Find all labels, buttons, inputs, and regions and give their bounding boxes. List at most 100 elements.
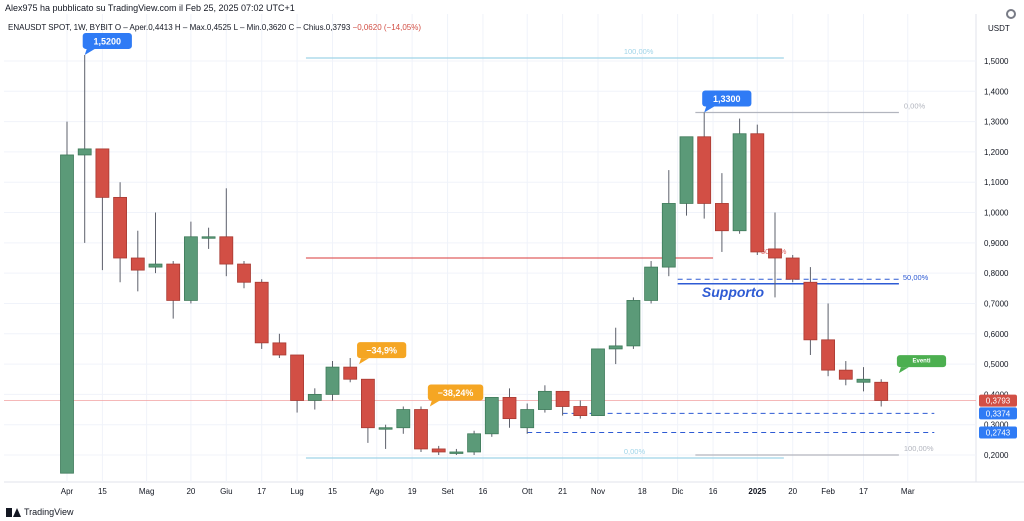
annotation-box[interactable] xyxy=(357,342,407,359)
candle-up[interactable] xyxy=(396,409,411,429)
candle-up[interactable] xyxy=(449,451,464,454)
y-tick-label: 0,2000 xyxy=(984,451,1009,460)
x-tick-label: 19 xyxy=(408,487,417,496)
level-label: 0,00% xyxy=(904,102,926,111)
level-label: 50,00% xyxy=(903,273,929,282)
y-tick-label: 0,3000 xyxy=(984,421,1009,430)
candle-up[interactable] xyxy=(325,366,340,395)
candle-down[interactable] xyxy=(272,342,287,356)
annotation-text: Eventi xyxy=(912,359,930,365)
x-tick-label: Nov xyxy=(591,487,605,496)
annotation-box[interactable] xyxy=(82,32,132,49)
candle-down[interactable] xyxy=(343,366,358,380)
candle-up[interactable] xyxy=(60,154,74,474)
y-tick-label: 1,4000 xyxy=(984,87,1009,96)
ohlc-legend: ENAUSDT SPOT, 1W, BYBIT O – Aper.0,4413 … xyxy=(8,23,421,32)
x-tick-label: Dic xyxy=(672,487,684,496)
y-tick-label: 1,3000 xyxy=(984,118,1009,127)
candle-up[interactable] xyxy=(732,133,747,232)
x-tick-label: Giu xyxy=(220,487,232,496)
candle-down[interactable] xyxy=(113,196,127,259)
x-tick-label: 21 xyxy=(558,487,567,496)
candle-down[interactable] xyxy=(697,136,712,204)
candle-down[interactable] xyxy=(254,281,269,344)
publisher-line: Alex975 ha pubblicato su TradingView.com… xyxy=(5,3,295,13)
candle-down[interactable] xyxy=(750,133,765,253)
candle-up[interactable] xyxy=(538,390,552,410)
candle-up[interactable] xyxy=(626,300,641,347)
x-tick-label: 20 xyxy=(186,487,195,496)
candle-down[interactable] xyxy=(290,354,305,401)
support-annotation: Supporto xyxy=(702,284,765,300)
candle-up[interactable] xyxy=(201,236,216,239)
candle-down[interactable] xyxy=(95,148,110,198)
annotation-pointer xyxy=(359,358,370,365)
footer-brand[interactable]: TradingView xyxy=(6,507,74,517)
candle-up[interactable] xyxy=(608,345,623,350)
x-tick-label: Mar xyxy=(901,487,915,496)
x-tick-label: 17 xyxy=(257,487,266,496)
candle-down[interactable] xyxy=(414,409,428,450)
candle-down[interactable] xyxy=(360,378,375,429)
x-tick-label: 20 xyxy=(788,487,797,496)
x-tick-label: Lug xyxy=(290,487,303,496)
candle-down[interactable] xyxy=(715,203,729,232)
candle-up[interactable] xyxy=(661,203,676,268)
candle-down[interactable] xyxy=(502,397,517,420)
candle-up[interactable] xyxy=(856,378,871,383)
y-tick-label: 0,8000 xyxy=(984,269,1009,278)
x-tick-label: 18 xyxy=(638,487,647,496)
candle-up[interactable] xyxy=(307,393,322,401)
legend-symbol: ENAUSDT SPOT, 1W, BYBIT xyxy=(8,23,113,32)
candle-down[interactable] xyxy=(874,381,889,401)
annotation-box[interactable] xyxy=(896,355,947,368)
candle-down[interactable] xyxy=(237,263,251,283)
candle-up[interactable] xyxy=(148,263,163,268)
annotation-pointer xyxy=(84,48,95,55)
y-tick-label: 1,2000 xyxy=(984,148,1009,157)
x-tick-label: 15 xyxy=(98,487,107,496)
candle-down[interactable] xyxy=(785,257,800,280)
candle-down[interactable] xyxy=(555,390,570,407)
candle-up[interactable] xyxy=(591,348,605,416)
y-tick-label: 0,9000 xyxy=(984,239,1009,248)
price-tag-label: 0,3374 xyxy=(986,409,1011,418)
annotation-pointer xyxy=(704,106,715,113)
y-tick-label: 0,7000 xyxy=(984,299,1009,308)
x-tick-label: 15 xyxy=(328,487,337,496)
candle-down[interactable] xyxy=(838,369,853,380)
candle-down[interactable] xyxy=(821,339,835,371)
candle-up[interactable] xyxy=(679,136,694,204)
candle-down[interactable] xyxy=(573,406,588,416)
x-tick-label: Feb xyxy=(821,487,835,496)
candle-up[interactable] xyxy=(484,397,499,435)
x-tick-label: Apr xyxy=(61,487,74,496)
annotation-box[interactable] xyxy=(702,90,752,107)
candle-down[interactable] xyxy=(431,448,446,453)
price-tag xyxy=(979,426,1017,439)
candle-up[interactable] xyxy=(520,409,535,429)
annotation-text: −38,24% xyxy=(438,388,474,398)
annotation-text: 1,5200 xyxy=(94,36,122,46)
candle-up[interactable] xyxy=(77,148,92,156)
y-tick-label: 1,1000 xyxy=(984,178,1009,187)
annotation-box[interactable] xyxy=(427,384,484,401)
annotation-pointer xyxy=(429,400,440,407)
price-tag-label: 0,2743 xyxy=(986,428,1011,437)
candle-down[interactable] xyxy=(166,263,181,301)
x-tick-label: Ott xyxy=(522,487,533,496)
settings-gear-icon[interactable] xyxy=(1006,9,1016,19)
candle-down[interactable] xyxy=(219,236,234,265)
level-label: 0,00% xyxy=(624,447,646,456)
x-tick-label: Ago xyxy=(370,487,385,496)
candle-up[interactable] xyxy=(644,266,658,301)
candle-up[interactable] xyxy=(467,433,482,453)
candle-down[interactable] xyxy=(803,281,818,341)
candle-down[interactable] xyxy=(768,248,782,259)
x-tick-label: 16 xyxy=(478,487,487,496)
candle-up[interactable] xyxy=(183,236,198,301)
candle-down[interactable] xyxy=(130,257,145,271)
candle-up[interactable] xyxy=(378,427,393,430)
y-tick-label: 0,6000 xyxy=(984,330,1009,339)
